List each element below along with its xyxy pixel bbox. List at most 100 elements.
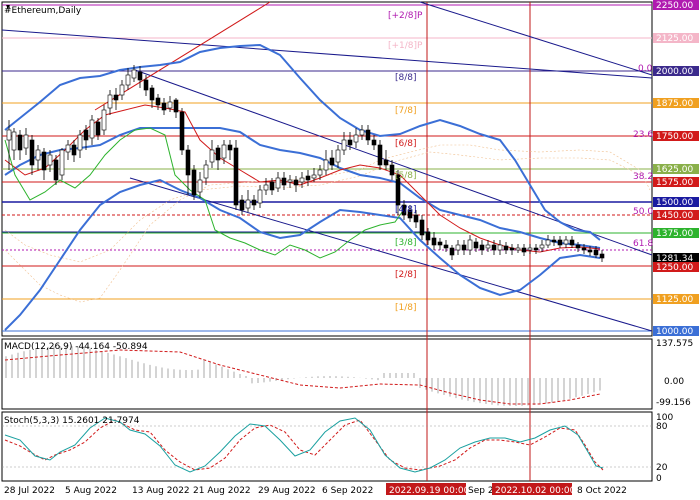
candle-body — [311, 174, 317, 179]
murrey-label-4: [6/8] — [395, 139, 417, 149]
murrey-label-2: [8/8] — [395, 73, 417, 83]
candle-body — [395, 174, 401, 206]
fib-label-2: 38.2 — [633, 172, 653, 182]
candle-body — [167, 101, 173, 109]
candle-body — [473, 241, 479, 249]
murrey-label-0: [+2/8]P — [388, 11, 423, 21]
candle-body — [419, 219, 425, 236]
stoch-main-line — [4, 417, 604, 473]
fib-label-1: 23.6 — [633, 130, 653, 140]
macd-axis-zero: 0.00 — [664, 377, 684, 387]
candle-body — [377, 144, 383, 166]
price-label-6: 1575.00 — [656, 178, 693, 188]
candle-body — [323, 159, 329, 171]
candle-body — [35, 149, 41, 161]
time-label-5: 6 Sep 2022 — [322, 486, 373, 496]
candle-body — [521, 247, 527, 253]
candle-body — [155, 97, 161, 106]
candle-body — [275, 177, 281, 189]
candle-body — [317, 169, 323, 176]
candle-body — [239, 199, 245, 211]
murrey-label-9: [1/8] — [395, 303, 417, 313]
stoch-axis-100: 100 — [656, 413, 673, 423]
candle-body — [263, 184, 269, 191]
candle-body — [437, 241, 443, 246]
candle-body — [17, 134, 23, 151]
candle-body — [353, 134, 359, 143]
candle-body — [281, 177, 287, 186]
candle-body — [581, 247, 587, 251]
candle-body — [6, 129, 12, 141]
candle-body — [41, 151, 47, 171]
candle-body — [83, 129, 89, 141]
price-label-2: 2000.00 — [656, 67, 693, 77]
candle-body — [371, 139, 377, 146]
candle-body — [383, 159, 389, 166]
time-label-2: 13 Aug 2022 — [132, 486, 190, 496]
fib-label-3: 50.0 — [633, 207, 653, 217]
candle-body — [29, 139, 35, 166]
candle-body — [95, 121, 101, 136]
candle-body — [425, 231, 431, 241]
macd-panel[interactable] — [1, 338, 653, 410]
chart-title: #Ethereum,Daily — [4, 6, 82, 16]
murrey-label-8: [2/8] — [395, 270, 417, 280]
macd-histogram — [5, 346, 601, 406]
candle-body — [497, 244, 503, 251]
candle-body — [467, 239, 473, 251]
candle-body — [71, 144, 77, 156]
stoch-panel[interactable] — [1, 411, 653, 482]
candle-body — [131, 69, 137, 79]
fib-label-4: 61.8 — [633, 239, 653, 249]
candle-body — [101, 109, 107, 131]
price-label-3: 1875.00 — [656, 99, 693, 109]
current-price-label: 1281.34 — [656, 254, 693, 264]
candle-body — [527, 247, 533, 251]
green-line — [4, 127, 406, 259]
candle-body — [347, 139, 353, 146]
candle-body — [443, 244, 449, 249]
candle-body — [485, 244, 491, 249]
candle-body — [293, 179, 299, 186]
time-label-3: 21 Aug 2022 — [193, 486, 251, 496]
candle-body — [215, 147, 221, 161]
candle-body — [341, 139, 347, 151]
macd-signal-line — [4, 349, 601, 405]
candle-body — [119, 84, 125, 96]
candle-body — [545, 239, 551, 246]
candle-body — [551, 239, 557, 243]
price-label-8: 1450.00 — [656, 211, 693, 221]
candle-body — [413, 214, 419, 223]
price-label-0: 2250.00 — [656, 1, 693, 11]
murrey-label-3: [7/8] — [395, 106, 417, 116]
candle-body — [479, 244, 485, 251]
time-marker-badge-2[interactable] — [492, 483, 572, 495]
candle-body — [209, 149, 215, 163]
time-marker-label-1: 2022.09.19 00:00 — [389, 486, 470, 496]
candle-body — [365, 129, 371, 141]
collapse-arrow-icon[interactable] — [6, 5, 10, 9]
candle-body — [161, 102, 167, 111]
candle-body — [503, 245, 509, 251]
fib-label-0: 0.0 — [638, 64, 653, 74]
murrey-label-5: [5/8] — [395, 171, 417, 181]
candle-body — [509, 247, 515, 251]
candle-body — [125, 74, 131, 86]
stoch-axis-20: 20 — [656, 463, 668, 473]
candle-body — [389, 164, 395, 176]
candle-body — [47, 154, 53, 166]
fib-labels: 0.0 23.6 38.2 50.0 61.8 — [633, 64, 653, 249]
time-marker-badge-1[interactable] — [386, 483, 466, 495]
price-label-13: 1000.00 — [656, 327, 693, 337]
time-label-4: 29 Aug 2022 — [258, 486, 316, 496]
price-label-9: 1375.00 — [656, 229, 693, 239]
candle-body — [269, 181, 275, 191]
candle-body — [257, 189, 263, 204]
cloud — [4, 144, 651, 303]
candle-body — [515, 247, 521, 251]
candle-body — [335, 149, 341, 163]
stoch-signal-line — [4, 419, 604, 471]
candle-body — [53, 159, 59, 181]
candle-body — [299, 177, 305, 183]
